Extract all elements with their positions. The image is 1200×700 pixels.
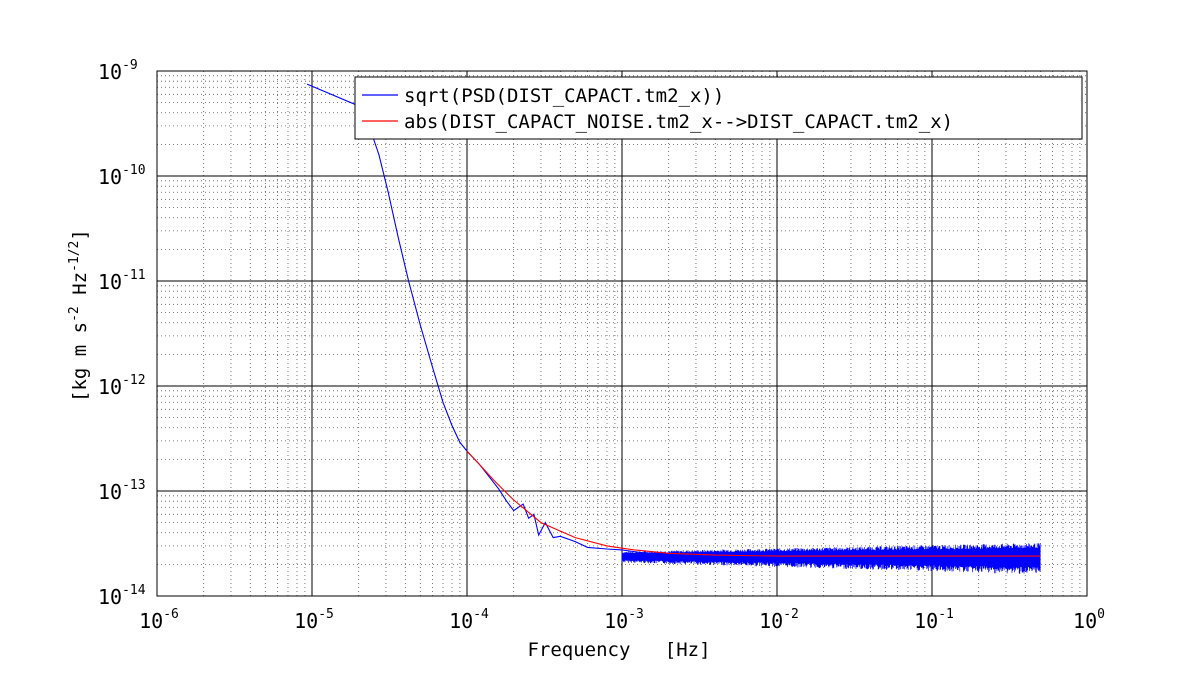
legend-box	[354, 76, 1083, 140]
y-axis-label-exp1: -2	[67, 306, 82, 322]
series-line-2	[466, 450, 1041, 557]
x-tick-label: 10-5	[294, 607, 334, 633]
series-layer	[306, 83, 1041, 574]
x-tick-label: 10-1	[914, 607, 954, 633]
y-tick-labels: 10-14 10-13 10-12 10-11 10-10 10-9	[98, 58, 146, 609]
x-tick-labels: 10-6 10-5 10-4 10-3 10-2 10-1 100	[139, 607, 1105, 633]
legend-label-series-1: sqrt(PSD(DIST_CAPACT.tm2_x))	[404, 85, 724, 107]
y-tick-label: 10-10	[98, 163, 146, 189]
x-tick-label: 10-2	[759, 607, 799, 633]
x-tick-label: 100	[1073, 607, 1105, 633]
x-axis-label: Frequency [Hz]	[527, 639, 710, 661]
y-tick-label: 10-14	[98, 583, 146, 609]
y-axis-label-prefix: [kg m s	[69, 322, 91, 402]
y-axis-label: [kg m s-2 Hz-1/2]	[67, 149, 91, 505]
legend-label-series-2: abs(DIST_CAPACT_NOISE.tm2_x-->DIST_CAPAC…	[404, 111, 953, 133]
x-tick-label: 10-4	[449, 607, 489, 633]
y-tick-label: 10-12	[98, 373, 146, 399]
x-tick-label: 10-3	[604, 607, 644, 633]
y-axis-label-exp2: -1/2	[67, 241, 82, 272]
x-tick-label: 10-6	[139, 607, 179, 633]
legend: sqrt(PSD(DIST_CAPACT.tm2_x)) abs(DIST_CA…	[354, 76, 1083, 140]
y-axis-label-mid: Hz	[69, 272, 91, 306]
y-tick-label: 10-11	[98, 268, 146, 294]
y-tick-label: 10-9	[98, 58, 138, 84]
plot-frame	[156, 70, 1088, 597]
series-noise-band-1	[621, 543, 1041, 574]
y-tick-label: 10-13	[98, 478, 146, 504]
y-axis-label-suffix: ]	[69, 229, 91, 240]
